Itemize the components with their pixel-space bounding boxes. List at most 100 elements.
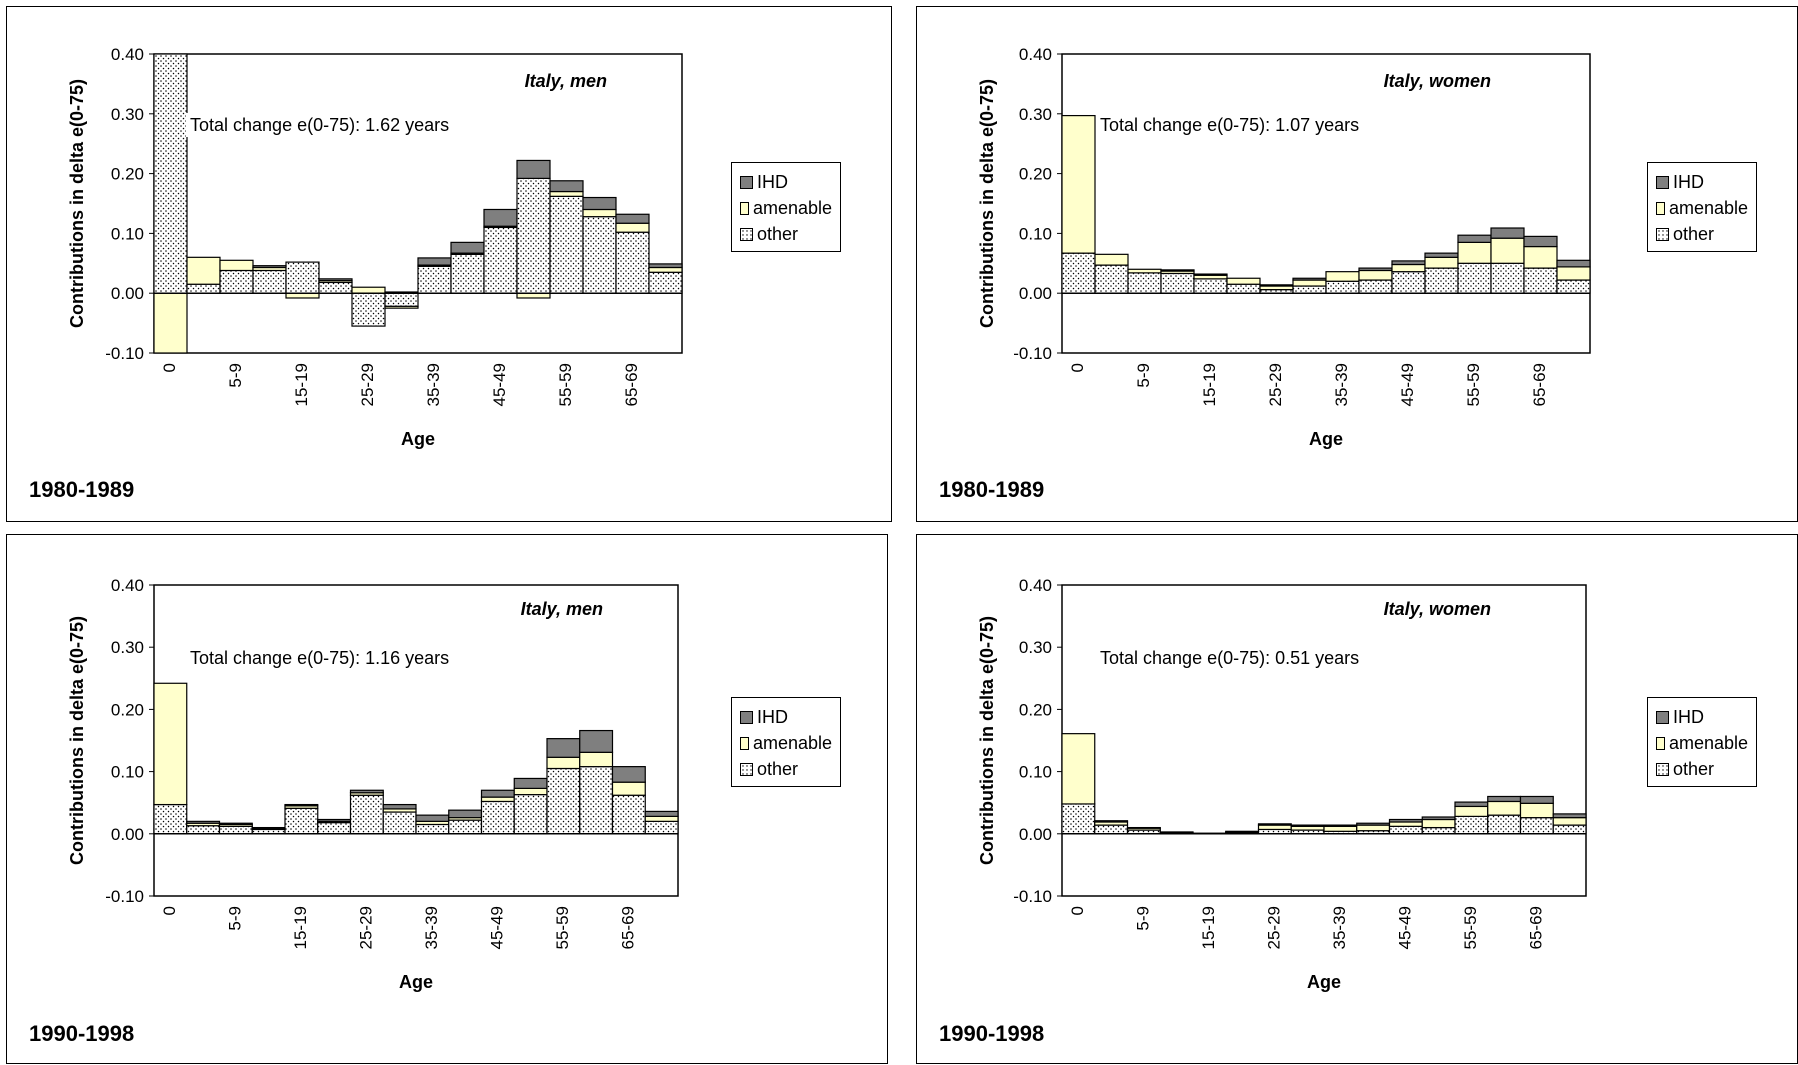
x-tick-label: 15-19: [1199, 906, 1218, 949]
bar-other: [483, 226, 518, 294]
bar-ihd: [1519, 795, 1554, 804]
bar-other: [1421, 826, 1456, 835]
y-tick-label: -0.10: [105, 344, 144, 363]
chart-title: Italy, women: [1384, 599, 1491, 619]
bar-other: [351, 292, 386, 327]
bar-amenable: [513, 787, 548, 796]
bar-other: [1325, 280, 1360, 294]
bar-ihd: [318, 278, 353, 282]
bar-ihd: [349, 789, 384, 794]
bar-amenable: [1356, 824, 1391, 832]
legend-swatch-other: [1656, 762, 1669, 776]
bar-amenable: [1388, 821, 1423, 827]
bar-amenable: [549, 190, 584, 197]
legend-swatch-other: [740, 762, 753, 776]
bar-amenable: [1556, 266, 1591, 281]
bar-amenable: [1358, 269, 1393, 281]
y-tick-label: 0.10: [111, 224, 144, 243]
bar-ihd: [1421, 816, 1456, 821]
period-label: 1990-1998: [29, 1021, 135, 1046]
bar-other: [186, 825, 221, 835]
chart-legend: IHD amenable other: [1647, 162, 1757, 252]
bar-ihd: [1356, 822, 1391, 826]
bar-other: [417, 265, 452, 294]
bar-other: [219, 269, 254, 294]
y-tick-label: 0.40: [1019, 576, 1052, 595]
bar-other: [611, 794, 646, 835]
bar-amenable: [351, 286, 386, 294]
chart-panel-women-1990: 0.40 0.30 0.20 0.10 0.00 -0.10 0 5-9 15-19 25-29 3…: [916, 534, 1798, 1064]
bar-amenable: [1325, 271, 1360, 282]
bar-other: [153, 53, 188, 294]
chart-panel-women-1980: 0.40 0.30 0.20 0.10 0.00 -0.10 0 5-9 15-19 25-29 3…: [916, 6, 1798, 522]
chart-svg: 0.40 0.30 0.20 0.10 0.00 -0.10 0 5-9 15-19 25-29 3…: [977, 45, 1591, 449]
bar-other: [1454, 815, 1489, 835]
bar-other: [1226, 283, 1261, 294]
legend-item-other: other: [1656, 756, 1748, 782]
legend-swatch-ihd: [740, 710, 753, 724]
x-tick-label: 65-69: [1530, 363, 1549, 406]
bar-ihd: [1160, 269, 1195, 272]
bar-other: [1160, 272, 1195, 294]
bar-ihd: [1259, 284, 1294, 287]
y-tick-label: 0.40: [111, 45, 144, 64]
legend-item-amenable: amenable: [1656, 195, 1748, 221]
annotation-background: [186, 113, 476, 137]
x-tick-label: 15-19: [1200, 363, 1219, 406]
bar-ihd: [1490, 227, 1525, 239]
x-tick-label: 55-59: [553, 906, 572, 949]
x-axis-label: Age: [1309, 429, 1343, 449]
legend-label-other: other: [757, 223, 799, 244]
bar-ihd: [1126, 826, 1161, 829]
bar-ihd: [513, 777, 548, 789]
legend-item-other: other: [1656, 221, 1748, 247]
x-axis-label: Age: [401, 429, 435, 449]
bar-ihd: [1193, 273, 1228, 276]
y-axis-label: Contributions in delta e(0-75): [977, 616, 997, 865]
bar-other: [450, 253, 485, 294]
bar-ihd: [417, 257, 452, 266]
bar-amenable: [644, 815, 679, 822]
chart-svg: 0.40 0.30 0.20 0.10 0.00 -0.10 0 5-9 15-19 25-29 3…: [67, 45, 683, 449]
period-label: 1980-1989: [939, 477, 1045, 502]
bar-ihd: [1424, 252, 1459, 258]
legend-label-ihd: IHD: [1673, 706, 1704, 727]
y-tick-label: -0.10: [1013, 887, 1052, 906]
plot-area: [1061, 584, 1587, 897]
bar-ihd: [483, 208, 518, 227]
x-tick-label: 5-9: [1134, 363, 1153, 388]
bar-other: [644, 820, 679, 835]
bar-other: [415, 823, 450, 835]
y-tick-label: 0.40: [1019, 45, 1052, 64]
bar-other: [1094, 824, 1129, 835]
bar-other: [218, 825, 253, 835]
bar-other: [582, 216, 617, 294]
y-tick-label: 0.30: [1019, 105, 1052, 124]
x-tick-label: 0: [1068, 363, 1087, 372]
x-axis-label: Age: [399, 972, 433, 992]
bar-other: [480, 800, 515, 835]
bar-ihd: [448, 809, 483, 819]
x-tick-label: 5-9: [226, 363, 245, 388]
bar-amenable: [1061, 114, 1096, 254]
bar-other: [186, 283, 221, 294]
x-tick-label: 35-39: [1332, 363, 1351, 406]
y-tick-label: 0.20: [111, 700, 144, 719]
chart-svg: 0.40 0.30 0.20 0.10 0.00 -0.10 0 5-9 15-19 25-29 3…: [977, 576, 1587, 992]
bar-ihd: [1388, 818, 1423, 823]
chart-title: Italy, women: [1384, 71, 1491, 91]
annotation-background: [1096, 646, 1386, 670]
bar-other: [448, 819, 483, 835]
bar-amenable: [1061, 733, 1096, 805]
legend-label-other: other: [1673, 758, 1715, 779]
bar-amenable: [1226, 277, 1261, 285]
bar-other: [1061, 803, 1096, 835]
bar-ihd: [516, 159, 551, 179]
y-tick-label: 0.20: [1019, 165, 1052, 184]
bar-amenable: [1292, 279, 1327, 287]
bar-other: [1358, 279, 1393, 294]
x-tick-label: 55-59: [556, 363, 575, 406]
bar-ihd: [1094, 820, 1129, 823]
bar-other: [252, 269, 287, 294]
bar-amenable: [1127, 268, 1162, 274]
